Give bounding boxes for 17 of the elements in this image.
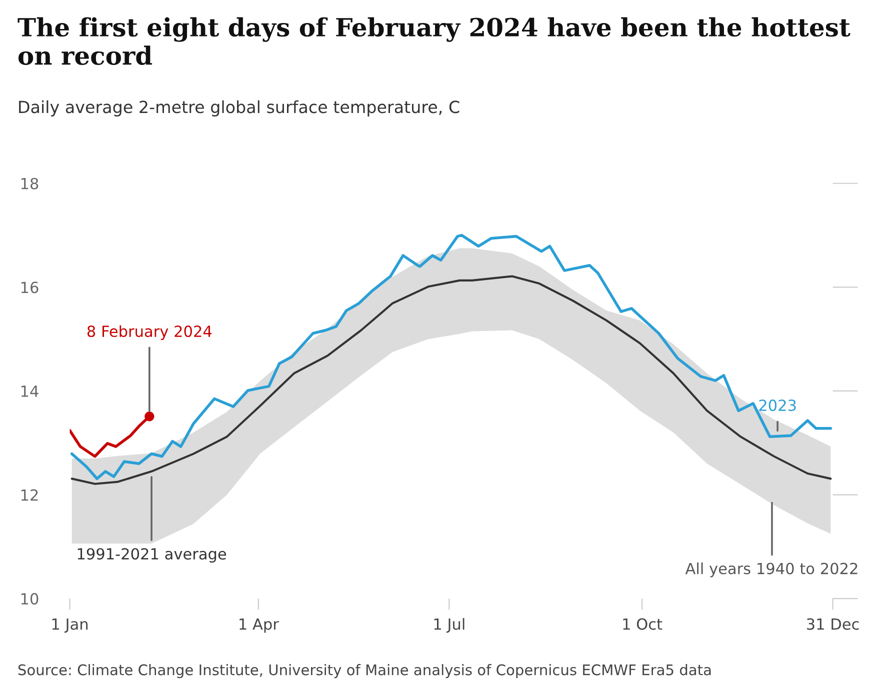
x-tick-label: 31 Dec	[806, 618, 859, 630]
text: 8 February 2024	[87, 325, 212, 340]
y-tick-label: 18	[21, 178, 38, 190]
x-tick-label: 1 Apr	[240, 618, 279, 633]
y-tick-label: 12	[21, 489, 38, 501]
x-tick-label: 1 Oct	[623, 618, 662, 630]
y-tick-label: 16	[21, 282, 38, 294]
series-label: 2023	[759, 400, 796, 412]
text: 1991-2021 average	[78, 548, 226, 563]
annotation: All years 1940 to 2022	[685, 562, 858, 578]
y-tick-label: 14	[21, 386, 38, 397]
x-tick-label: 1 Jul	[434, 618, 464, 633]
chart-title: The first eight days of February 2024 have been the hottest on record	[18, 17, 850, 65]
x-tick-label: 1 Jan	[52, 618, 88, 633]
source-note: Source: Climate Change Institute, University of Maine analysis of Copernicus ECMWF Era5 data	[18, 664, 711, 678]
y-tick-label: 10	[21, 593, 38, 605]
chart-subtitle: Daily average 2-metre global surface temperature, C	[19, 100, 460, 116]
